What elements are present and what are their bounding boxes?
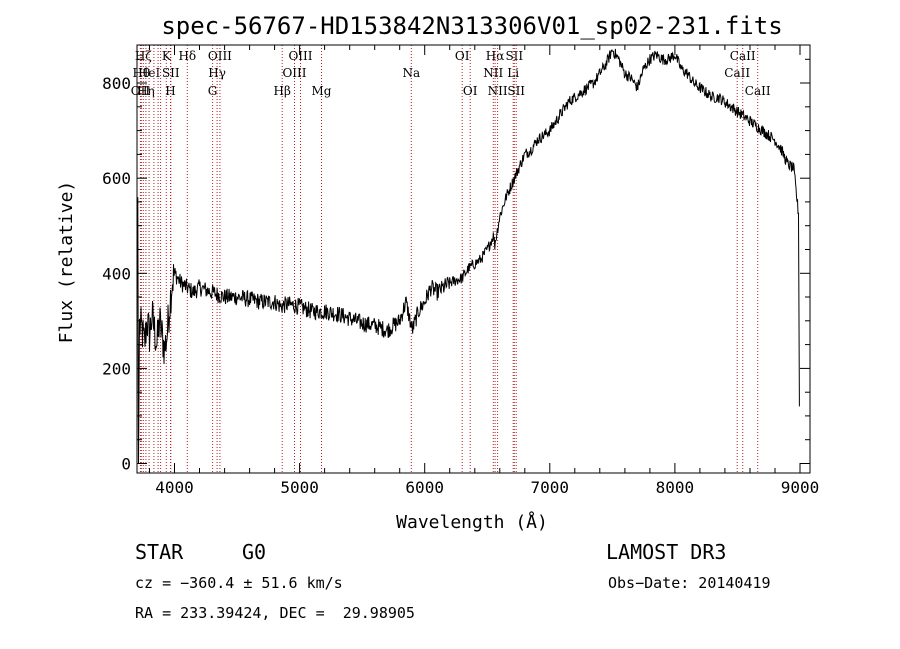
spectral-line-label: OI [463,84,478,98]
axes-layer: 4000 5000 6000 7000 8000 9000 0 200 400 600 800 [102,44,820,497]
y-tick-label: 0 [121,455,131,474]
spectral-line-label: OIII [208,49,232,63]
x-tick-label: 9000 [781,478,820,497]
y-axis-label: Flux (relative) [56,181,77,344]
spectrum-line [137,48,800,464]
spectral-line-label: CaII [724,66,750,80]
x-axis-label: Wavelength (Å) [396,511,548,533]
redshift-velocity: cz = −360.4 ± 51.6 km/s [135,574,343,592]
y-tick-label: 200 [102,359,131,378]
chart-title: spec-56767-HD153842N313306V01_sp02-231.f… [161,12,782,40]
spectral-line-label: Na [402,66,420,80]
spectral-line-label: G [208,84,218,98]
sky-coordinates: RA = 233.39424, DEC = 29.98905 [135,604,415,622]
object-class: STAR [135,540,184,564]
x-tick-label: 5000 [280,478,319,497]
spectral-line-label: OI [455,49,470,63]
x-tick-label: 7000 [531,478,570,497]
spectral-lines-layer: OIIHθHζHηHeIKHSIIHδGHγOIIIHβOIIIOIIIMgNa… [131,45,771,473]
series-layer [137,48,800,464]
x-tick-label: 8000 [656,478,695,497]
spectral-line-label: Hδ [178,49,196,63]
spectral-line-label: SII [505,49,523,63]
spectral-line-label: OIII [282,66,306,80]
spectral-line-label: OIII [288,49,312,63]
plot-frame [136,44,811,474]
x-tick-label: 6000 [405,478,444,497]
spectral-line-label: NII [483,66,503,80]
spectral-line-label: Hα [486,49,505,63]
spectral-line-label: SII [507,84,525,98]
survey-name: LAMOST DR3 [606,540,727,564]
spectral-line-label: HeI [138,66,161,80]
y-tick-label: 600 [102,169,131,188]
spectral-line-label: Hη [137,84,155,98]
spectral-line-label: NII [488,84,508,98]
y-tick-label: 400 [102,264,131,283]
spectral-line-label: Mg [312,84,332,98]
x-tick-label: 4000 [155,478,194,497]
spectral-line-label: CaII [745,84,771,98]
y-tick-label: 800 [102,74,131,93]
spectral-line-label: Hγ [208,66,226,80]
spectral-line-label: Li [507,66,519,80]
spectral-line-label: SII [162,66,180,80]
observation-date: Obs−Date: 20140419 [608,574,771,592]
spectral-line-label: Hβ [273,84,290,98]
spectral-subclass: G0 [242,540,267,564]
spectral-line-label: CaII [730,49,756,63]
spectral-line-label: K [162,49,172,63]
